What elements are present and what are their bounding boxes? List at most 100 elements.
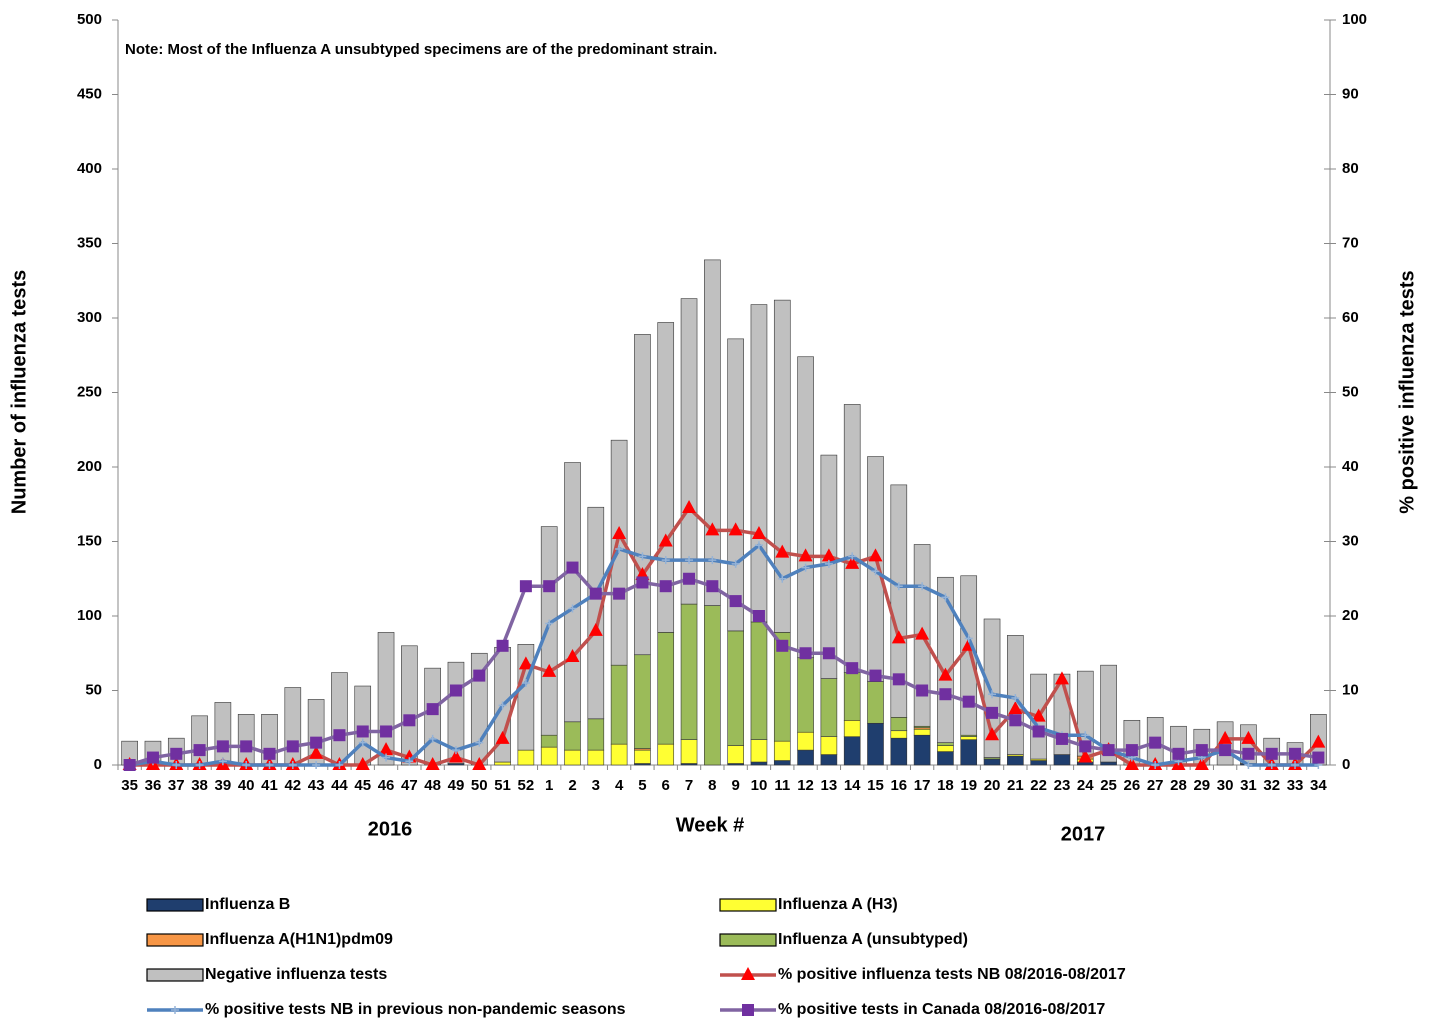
x-tick-label: 35	[121, 777, 138, 794]
point	[286, 740, 299, 753]
bar-segment	[587, 506, 605, 720]
point	[521, 679, 530, 688]
bar-segment	[587, 718, 605, 751]
bar-segment	[937, 742, 954, 746]
point	[775, 544, 790, 558]
x-tick-label: 3	[592, 777, 600, 794]
point	[1311, 734, 1326, 748]
point	[751, 526, 766, 540]
y-tick-label: 400	[77, 160, 102, 177]
y2-axis-title: % positive influenza tests	[1396, 270, 1418, 513]
bar-segment	[657, 322, 675, 633]
point	[1149, 736, 1162, 749]
point	[801, 563, 810, 572]
point	[1291, 761, 1300, 769]
bar-segment	[564, 462, 581, 723]
bar-segment	[820, 678, 838, 737]
bar-segment	[1007, 755, 1024, 766]
point	[263, 747, 276, 760]
bar-segment	[1100, 761, 1117, 766]
bar-segment	[797, 356, 814, 659]
point	[356, 725, 369, 738]
x-tick-label: 31	[1240, 777, 1257, 794]
x-tick-label: 34	[1310, 777, 1327, 794]
x-tick-label: 29	[1193, 777, 1210, 794]
bar-segment	[750, 739, 768, 763]
x-tick-label: 7	[685, 777, 693, 794]
x-tick-label: 27	[1147, 777, 1164, 794]
point	[1312, 751, 1325, 764]
legend-swatch	[146, 898, 204, 912]
x-tick-label: 41	[261, 777, 278, 794]
bar-segment	[540, 526, 558, 736]
legend-marker	[171, 1006, 179, 1014]
x-tick-label: 11	[774, 777, 790, 794]
bar-segment	[937, 745, 954, 752]
y2-tick-label: 60	[1342, 309, 1359, 326]
x-tick-label: 44	[331, 777, 348, 794]
x-tick-label: 48	[424, 777, 441, 794]
point	[565, 648, 580, 662]
bar-segment	[890, 737, 908, 766]
bar-segment	[843, 404, 861, 673]
point	[589, 587, 602, 600]
y-tick-label: 500	[77, 11, 102, 28]
point	[146, 751, 159, 764]
point	[1011, 693, 1020, 702]
bar-segment	[704, 605, 721, 766]
bar-segment	[937, 751, 954, 766]
legend-swatch	[719, 933, 777, 947]
point	[824, 559, 833, 568]
bar-segment	[773, 740, 791, 761]
y2-tick-label: 70	[1342, 234, 1359, 251]
y2-tick-label: 20	[1342, 607, 1359, 624]
bar-segment	[797, 731, 814, 751]
bar-segment	[797, 657, 814, 733]
point	[705, 522, 720, 536]
legend-marker	[742, 1004, 754, 1016]
bar-segment	[610, 743, 628, 766]
x-tick-label: 20	[984, 777, 1001, 794]
point	[822, 647, 835, 660]
legend-marker	[741, 967, 755, 980]
point	[425, 757, 440, 770]
point	[939, 688, 952, 701]
bar-segment	[610, 664, 628, 745]
x-tick-label: 16	[890, 777, 907, 794]
legend-label: % positive influenza tests NB 08/2016-08…	[778, 966, 1126, 983]
x-tick-label: 14	[844, 777, 861, 794]
x-tick-label: 18	[937, 777, 954, 794]
point	[195, 761, 204, 769]
point	[1124, 757, 1139, 770]
y2-tick-label: 40	[1342, 458, 1359, 475]
point	[312, 761, 321, 769]
point	[310, 736, 323, 749]
point	[1055, 732, 1068, 745]
bar-segment	[890, 730, 908, 739]
line	[129, 506, 1320, 767]
point	[566, 561, 579, 574]
point	[240, 740, 253, 753]
point	[335, 761, 344, 769]
point	[869, 669, 882, 682]
point	[519, 580, 532, 593]
point	[405, 757, 414, 766]
point	[1195, 744, 1208, 757]
y-axis-title: Number of influenza tests	[8, 270, 30, 514]
y-tick-label: 150	[77, 532, 102, 549]
point	[848, 552, 857, 561]
point	[448, 749, 463, 763]
point	[1125, 744, 1138, 757]
bar-segment	[960, 736, 978, 740]
point	[542, 663, 557, 677]
point	[568, 604, 577, 613]
bar-segment	[937, 576, 954, 743]
bar-segment	[727, 338, 744, 632]
x-tick-label: 17	[914, 777, 931, 794]
point	[728, 522, 743, 536]
x-tick-label: 19	[960, 777, 977, 794]
legend-label: Influenza B	[205, 896, 290, 913]
point	[1078, 749, 1093, 763]
x-tick-label: 13	[821, 777, 838, 794]
point	[449, 684, 462, 697]
